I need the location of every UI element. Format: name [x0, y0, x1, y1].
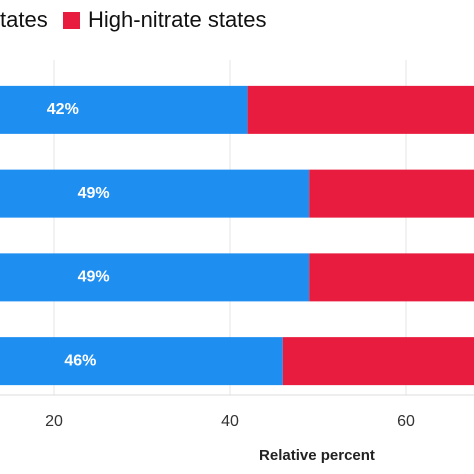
data-label: 42% — [47, 101, 79, 118]
data-label: 49% — [78, 185, 110, 202]
bar-segment — [282, 337, 474, 386]
x-tick-label: 60 — [397, 413, 415, 430]
legend-label: tates — [0, 7, 48, 32]
bar-segment — [247, 85, 474, 134]
bar-segment — [0, 337, 283, 386]
data-label: 46% — [64, 352, 96, 369]
legend-label: High-nitrate states — [88, 7, 267, 32]
legend-swatch — [63, 12, 80, 29]
bar-segment — [0, 253, 310, 302]
x-axis-label: Relative percent — [259, 447, 375, 464]
x-tick-label: 40 — [221, 413, 239, 430]
bar-segment — [309, 169, 474, 218]
data-label: 49% — [78, 269, 110, 286]
x-tick-label: 20 — [45, 413, 63, 430]
bar-segment — [309, 253, 474, 302]
bar-segment — [0, 85, 248, 134]
bar-segment — [0, 169, 310, 218]
